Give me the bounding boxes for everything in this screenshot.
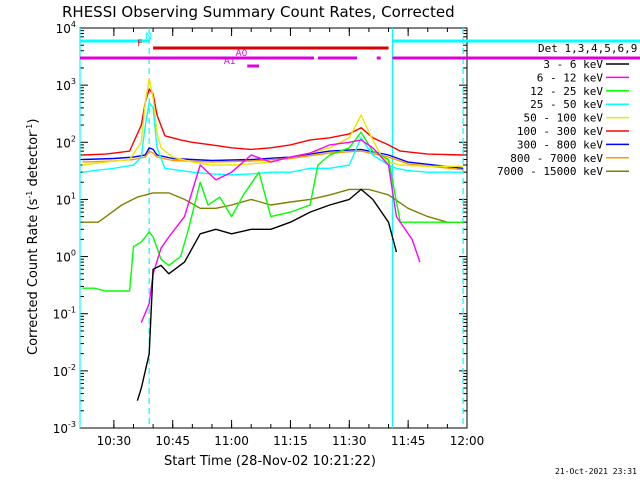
series-line xyxy=(82,77,464,168)
y-tick-label: 102 xyxy=(56,134,76,150)
series-line xyxy=(82,101,464,176)
flag-label: F xyxy=(137,39,142,49)
y-tick-label: 101 xyxy=(56,191,76,207)
legend-label: 100 - 300 keV xyxy=(517,125,603,138)
legend-title: Det 1,3,4,5,6,9 xyxy=(538,42,637,55)
x-tick-label: 12:00 xyxy=(450,434,485,448)
x-tick-label: 11:30 xyxy=(332,434,367,448)
x-axis-label: Start Time (28-Nov-02 10:21:22) xyxy=(164,454,376,469)
legend-label: 3 - 6 keV xyxy=(543,58,603,71)
x-tick-label: 11:00 xyxy=(214,434,249,448)
flag-label: A1 xyxy=(224,57,236,67)
y-tick-label: 10-3 xyxy=(53,420,76,436)
series-line xyxy=(136,188,398,401)
y-tick-label: 103 xyxy=(56,77,76,93)
y-tick-label: 104 xyxy=(56,20,76,36)
flag-label: N xyxy=(145,32,152,42)
y-tick-label: 10-2 xyxy=(53,363,76,379)
legend-label: 12 - 25 keV xyxy=(530,85,603,98)
series-line xyxy=(140,139,421,323)
series-lines xyxy=(82,77,464,401)
footer-date: 21-Oct-2021 23:31 xyxy=(555,467,637,476)
x-tick-label: 11:45 xyxy=(391,434,426,448)
y-tick-label: 10-1 xyxy=(53,306,76,322)
interval-lines xyxy=(79,28,464,428)
x-tick-label: 10:30 xyxy=(97,434,132,448)
legend-label: 50 - 100 keV xyxy=(524,112,604,125)
x-tick-label: 11:15 xyxy=(273,434,308,448)
series-line xyxy=(82,150,464,171)
chart-title: RHESSI Observing Summary Count Rates, Co… xyxy=(62,3,455,21)
y-axis-label: Corrected Count Rate (s-1 detector-1) xyxy=(25,119,41,355)
legend-label: 300 - 800 keV xyxy=(517,138,603,151)
series-line xyxy=(82,188,464,223)
legend-label: 800 - 7000 keV xyxy=(510,152,603,165)
y-tick-label: 100 xyxy=(56,249,76,265)
flag-label: A0 xyxy=(236,49,248,59)
legend-label: 6 - 12 keV xyxy=(537,71,604,84)
legend-label: 25 - 50 keV xyxy=(530,98,603,111)
axis-ticks: 10-3 10-2 10-1 100 101 102 103 104 10:30 10:45 11:… xyxy=(53,20,485,448)
x-tick-label: 10:45 xyxy=(155,434,190,448)
legend-label: 7000 - 15000 keV xyxy=(497,165,603,178)
series-line xyxy=(82,131,464,292)
